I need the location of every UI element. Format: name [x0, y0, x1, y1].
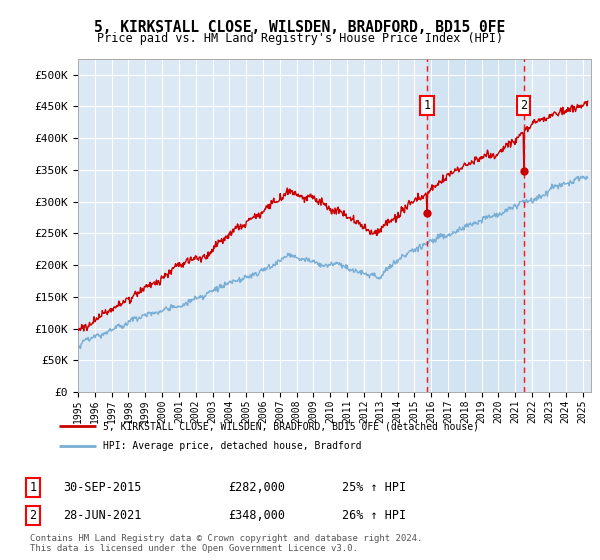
Text: 26% ↑ HPI: 26% ↑ HPI: [342, 508, 406, 522]
Text: 28-JUN-2021: 28-JUN-2021: [63, 508, 142, 522]
Text: 30-SEP-2015: 30-SEP-2015: [63, 480, 142, 494]
Text: Price paid vs. HM Land Registry's House Price Index (HPI): Price paid vs. HM Land Registry's House …: [97, 32, 503, 45]
Text: 5, KIRKSTALL CLOSE, WILSDEN, BRADFORD, BD15 0FE (detached house): 5, KIRKSTALL CLOSE, WILSDEN, BRADFORD, B…: [103, 421, 479, 431]
Bar: [427, 59, 524, 392]
Text: 2: 2: [520, 99, 527, 112]
Text: 1: 1: [424, 99, 431, 112]
Text: Contains HM Land Registry data © Crown copyright and database right 2024.
This d: Contains HM Land Registry data © Crown c…: [30, 534, 422, 553]
Text: 1: 1: [29, 480, 37, 494]
Text: HPI: Average price, detached house, Bradford: HPI: Average price, detached house, Brad…: [103, 441, 362, 451]
Text: 2: 2: [29, 508, 37, 522]
Text: 25% ↑ HPI: 25% ↑ HPI: [342, 480, 406, 494]
Text: £282,000: £282,000: [228, 480, 285, 494]
Text: £348,000: £348,000: [228, 508, 285, 522]
Text: 5, KIRKSTALL CLOSE, WILSDEN, BRADFORD, BD15 0FE: 5, KIRKSTALL CLOSE, WILSDEN, BRADFORD, B…: [94, 20, 506, 35]
